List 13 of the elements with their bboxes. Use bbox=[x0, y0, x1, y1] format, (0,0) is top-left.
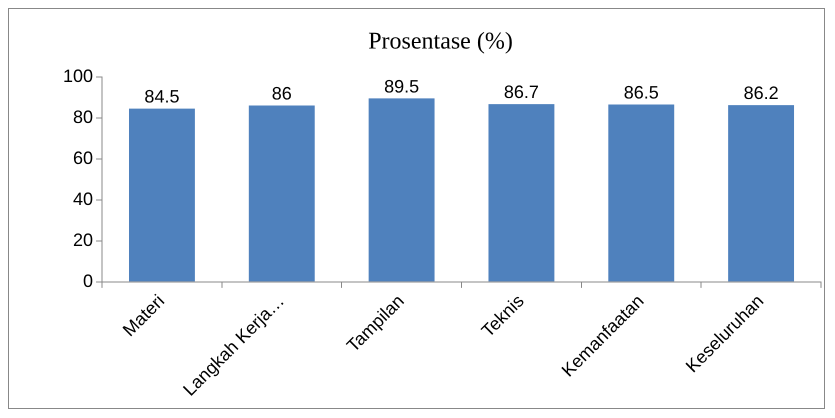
y-tick-label: 60 bbox=[73, 148, 94, 168]
y-tick-label: 0 bbox=[83, 270, 94, 291]
data-label: 86.7 bbox=[504, 82, 539, 102]
data-label: 86 bbox=[272, 83, 292, 104]
data-label: 84.5 bbox=[144, 86, 180, 107]
y-tick-label: 80 bbox=[73, 106, 94, 127]
y-tick-label: 100 bbox=[62, 66, 94, 86]
data-label: 86.5 bbox=[624, 82, 659, 102]
y-tick-label: 20 bbox=[73, 230, 94, 250]
y-tick-label: 40 bbox=[73, 188, 94, 209]
chart-title: Prosentase (%) bbox=[368, 28, 513, 55]
data-label: 89.5 bbox=[384, 76, 420, 96]
data-label: 86.2 bbox=[744, 83, 779, 104]
